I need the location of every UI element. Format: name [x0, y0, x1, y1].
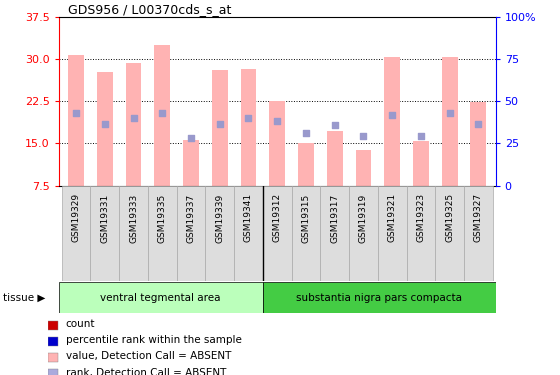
- Text: GSM19317: GSM19317: [330, 193, 339, 243]
- Bar: [384, 57, 400, 186]
- Text: GSM19319: GSM19319: [359, 193, 368, 243]
- Bar: [155, 45, 170, 186]
- Bar: [378, 186, 407, 281]
- Text: GSM19341: GSM19341: [244, 193, 253, 242]
- Bar: [183, 140, 199, 186]
- Bar: [470, 102, 486, 186]
- Bar: [234, 186, 263, 281]
- Bar: [320, 186, 349, 281]
- Bar: [90, 186, 119, 281]
- Bar: [298, 144, 314, 186]
- Text: GSM19323: GSM19323: [417, 193, 426, 242]
- Text: ventral tegmental area: ventral tegmental area: [100, 293, 221, 303]
- Bar: [407, 186, 435, 281]
- Text: GSM19325: GSM19325: [445, 193, 454, 242]
- Point: [445, 110, 454, 116]
- Point: [215, 121, 224, 127]
- Text: GSM19337: GSM19337: [186, 193, 195, 243]
- Text: GDS956 / L00370cds_s_at: GDS956 / L00370cds_s_at: [68, 3, 231, 16]
- Bar: [206, 186, 234, 281]
- Bar: [442, 57, 458, 186]
- Bar: [464, 186, 493, 281]
- Text: percentile rank within the sample: percentile rank within the sample: [66, 335, 241, 345]
- Point: [100, 121, 109, 127]
- Bar: [292, 186, 320, 281]
- Bar: [263, 186, 292, 281]
- Point: [301, 130, 310, 136]
- Text: value, Detection Call = ABSENT: value, Detection Call = ABSENT: [66, 351, 231, 361]
- Text: GSM19321: GSM19321: [388, 193, 396, 242]
- Bar: [413, 141, 429, 186]
- Text: GSM19315: GSM19315: [301, 193, 310, 243]
- Bar: [263, 282, 496, 313]
- Text: GSM19312: GSM19312: [273, 193, 282, 242]
- Bar: [176, 186, 206, 281]
- Bar: [356, 150, 371, 186]
- Point: [186, 135, 195, 141]
- Point: [158, 110, 167, 116]
- Text: GSM19331: GSM19331: [100, 193, 109, 243]
- Text: rank, Detection Call = ABSENT: rank, Detection Call = ABSENT: [66, 368, 226, 375]
- Bar: [327, 131, 343, 186]
- Text: substantia nigra pars compacta: substantia nigra pars compacta: [296, 293, 462, 303]
- Point: [388, 112, 396, 118]
- Text: GSM19335: GSM19335: [158, 193, 167, 243]
- Bar: [48, 321, 58, 330]
- Point: [273, 118, 282, 124]
- Text: tissue ▶: tissue ▶: [3, 293, 45, 303]
- Bar: [212, 70, 227, 186]
- Bar: [62, 186, 90, 281]
- Point: [129, 115, 138, 121]
- Point: [417, 133, 426, 139]
- Text: GSM19329: GSM19329: [72, 193, 81, 242]
- Bar: [119, 186, 148, 281]
- Point: [72, 110, 81, 116]
- Text: GSM19327: GSM19327: [474, 193, 483, 242]
- Point: [359, 133, 368, 139]
- Text: GSM19339: GSM19339: [215, 193, 224, 243]
- Bar: [241, 69, 256, 186]
- Bar: [148, 186, 176, 281]
- Bar: [59, 282, 263, 313]
- Bar: [435, 186, 464, 281]
- Bar: [48, 353, 58, 362]
- Bar: [349, 186, 378, 281]
- Bar: [48, 337, 58, 346]
- Point: [474, 121, 483, 127]
- Point: [244, 115, 253, 121]
- Bar: [97, 72, 113, 186]
- Bar: [48, 369, 58, 375]
- Text: count: count: [66, 319, 95, 329]
- Bar: [269, 101, 285, 186]
- Bar: [125, 63, 142, 186]
- Point: [330, 122, 339, 128]
- Bar: [68, 55, 84, 186]
- Text: GSM19333: GSM19333: [129, 193, 138, 243]
